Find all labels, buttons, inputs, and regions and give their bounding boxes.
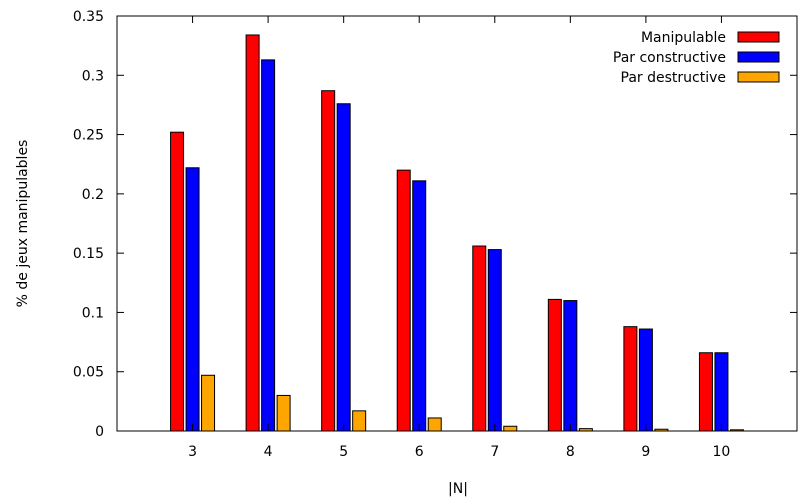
bar-par-constructive-9 [638, 328, 653, 432]
x-tick-label: 7 [490, 444, 499, 460]
x-axis-title: |N| [448, 481, 468, 497]
legend: Manipulable Par constructive Par destructi… [613, 30, 780, 86]
bar-par-constructive-10 [714, 352, 729, 432]
bar-par-destructive-3 [201, 374, 216, 432]
bar-par-constructive-3 [185, 167, 200, 432]
bar-par-destructive-8 [578, 428, 593, 432]
y-tick-label: 0.15 [73, 246, 104, 262]
bar-manipulable-6 [396, 169, 411, 432]
bar-par-destructive-6 [427, 417, 442, 432]
legend-swatch [737, 51, 780, 63]
bar-par-destructive-10 [729, 429, 744, 432]
bar-par-destructive-5 [352, 410, 367, 432]
bar-manipulable-5 [321, 90, 336, 432]
bar-par-constructive-4 [261, 59, 276, 432]
y-axis: 0 0.05 0.1 0.15 0.2 0.25 0.3 0.35 [73, 9, 797, 440]
bar-par-destructive-4 [276, 394, 291, 432]
legend-label: Par constructive [613, 50, 726, 66]
y-tick-label: 0.3 [82, 68, 104, 84]
y-tick-label: 0.25 [73, 128, 104, 144]
x-tick-label: 4 [264, 444, 273, 460]
legend-swatch [737, 31, 780, 43]
bar-manipulable-4 [245, 34, 260, 432]
x-tick-label: 3 [188, 444, 197, 460]
y-tick-label: 0.2 [82, 187, 104, 203]
x-tick-label: 9 [641, 444, 650, 460]
x-tick-label: 8 [566, 444, 575, 460]
plot-area: 0 0.05 0.1 0.15 0.2 0.25 0.3 0.35 3 4 5 6 7 8 9 10 [73, 9, 798, 460]
legend-label: Par destructive [621, 70, 727, 86]
y-tick-label: 0.1 [82, 305, 104, 321]
x-tick-label: 10 [713, 444, 731, 460]
bar-manipulable-3 [170, 131, 185, 432]
bar-manipulable-7 [472, 245, 487, 432]
bar-par-constructive-5 [336, 103, 351, 432]
bar-par-constructive-6 [412, 180, 427, 432]
legend-swatch [737, 71, 780, 83]
bar-manipulable-9 [623, 326, 638, 432]
bar-manipulable-8 [547, 298, 562, 432]
y-tick-label: 0.35 [73, 9, 104, 25]
y-tick-label: 0 [95, 424, 104, 440]
bars-group [170, 34, 744, 432]
bar-par-constructive-8 [563, 300, 578, 432]
x-tick-label: 6 [415, 444, 424, 460]
x-axis: 3 4 5 6 7 8 9 10 [188, 16, 730, 460]
bar-manipulable-10 [698, 352, 713, 432]
y-tick-label: 0.05 [73, 365, 104, 381]
bar-par-destructive-7 [503, 425, 518, 432]
y-axis-title: % de jeux manipulables [15, 140, 31, 308]
x-tick-label: 5 [339, 444, 348, 460]
bar-par-destructive-9 [654, 428, 669, 432]
plot-frame [116, 15, 798, 432]
legend-label: Manipulable [641, 30, 726, 46]
bar-par-constructive-7 [487, 249, 502, 432]
